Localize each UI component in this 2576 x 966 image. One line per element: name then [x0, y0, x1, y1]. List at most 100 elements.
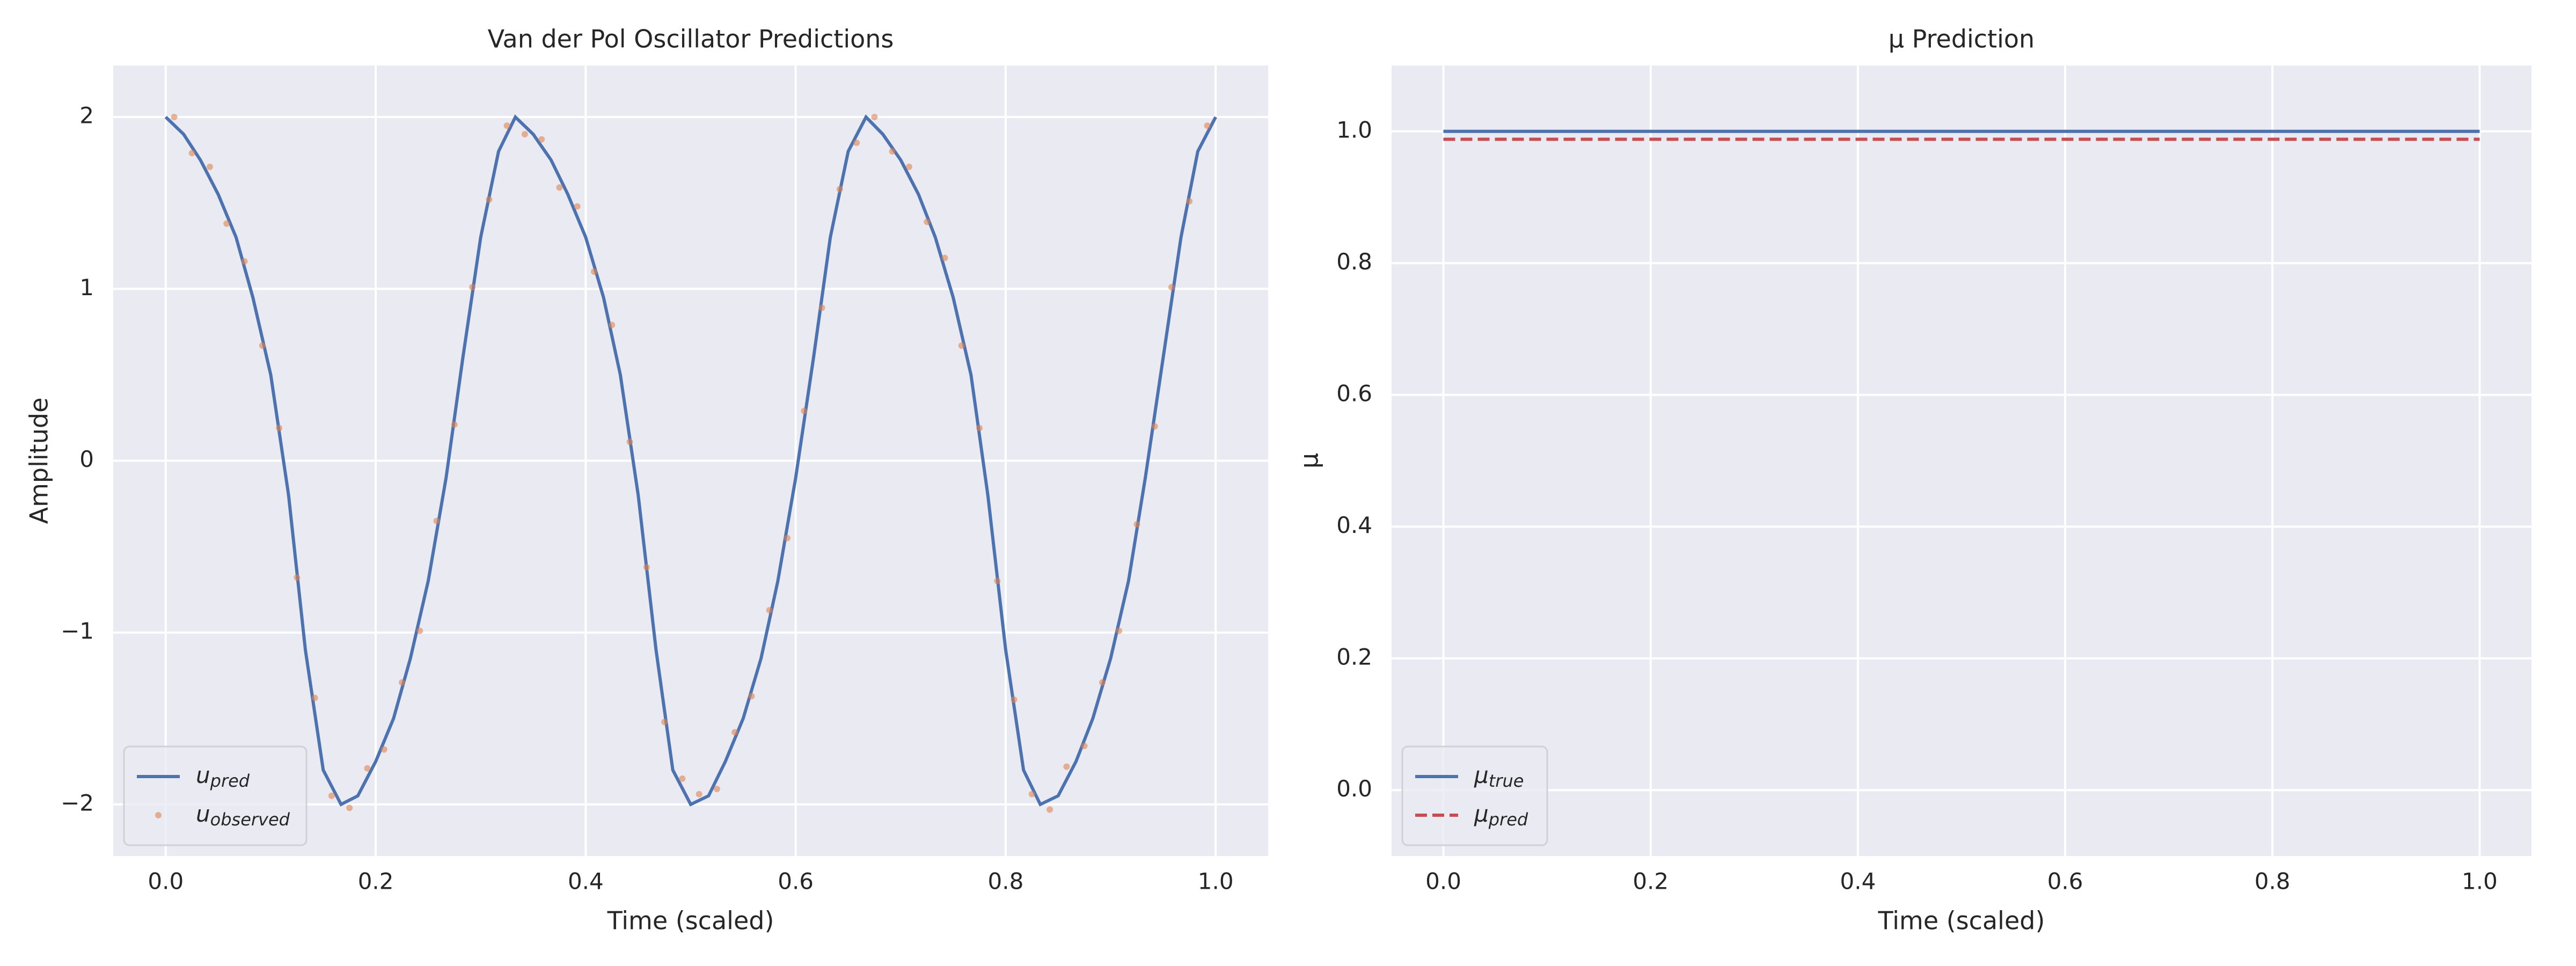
data-point	[679, 775, 686, 782]
data-point	[801, 407, 808, 414]
data-point	[469, 284, 476, 291]
data-point	[433, 517, 440, 524]
legend-marker	[155, 812, 162, 818]
data-point	[836, 186, 843, 193]
data-point	[853, 140, 860, 147]
data-point	[731, 729, 738, 736]
data-point	[574, 203, 581, 210]
data-point	[188, 150, 195, 157]
plot-area	[1392, 65, 2531, 856]
data-point	[976, 425, 983, 431]
x-tick-label: 0.4	[1840, 868, 1876, 895]
y-axis-label: Amplitude	[25, 398, 54, 524]
data-point	[591, 268, 598, 275]
data-point	[871, 114, 878, 121]
x-tick-label: 0.8	[2255, 868, 2290, 895]
data-point	[889, 148, 896, 155]
data-point	[958, 342, 965, 349]
data-point	[1063, 763, 1070, 770]
subplot: 0.0 0.2 0.4 0.6 0.8 1.0 −2 −1 0 1 2 Van der Pol Osc…	[25, 25, 1268, 935]
x-tick-label: 0.6	[2047, 868, 2083, 895]
data-point	[1168, 284, 1175, 291]
y-tick-label: 2	[79, 103, 94, 129]
chart-title: μ Prediction	[1889, 25, 2035, 54]
data-point	[1116, 627, 1123, 634]
legend-label: upred	[196, 762, 250, 792]
series-line	[164, 114, 1217, 807]
data-point	[713, 786, 720, 793]
y-tick-label: 0.4	[1336, 512, 1372, 538]
x-tick-label: 1.0	[2462, 868, 2498, 895]
data-point	[1151, 423, 1158, 430]
data-point	[311, 694, 318, 701]
data-point	[1028, 791, 1035, 797]
y-tick-label: 0.0	[1336, 775, 1372, 802]
data-point	[259, 342, 266, 349]
legend-box	[123, 745, 308, 846]
y-axis-label: μ	[1295, 453, 1324, 469]
legend-label: μpred	[1474, 801, 1528, 830]
data-point	[276, 425, 283, 431]
data-point	[1204, 122, 1211, 129]
data-point	[486, 196, 493, 203]
x-tick-label: 0.2	[358, 868, 394, 895]
data-point	[294, 574, 301, 581]
data-point	[661, 719, 668, 726]
data-point	[380, 746, 387, 753]
chart-title: Van der Pol Oscillator Predictions	[488, 25, 894, 54]
data-point	[521, 131, 528, 138]
y-tick-label: 1	[79, 274, 94, 301]
data-point	[416, 627, 423, 634]
data-point	[399, 679, 405, 686]
data-point	[538, 136, 545, 143]
legend-label: uobserved	[196, 801, 290, 830]
data-point	[609, 321, 616, 328]
x-tick-label: 0.8	[988, 868, 1024, 895]
x-tick-label: 0.6	[778, 868, 814, 895]
data-point	[1081, 743, 1088, 750]
data-point	[696, 791, 702, 797]
data-point	[451, 421, 458, 428]
data-point	[223, 220, 230, 227]
data-point	[941, 254, 948, 261]
data-point	[171, 114, 178, 121]
x-axis-label: Time (scaled)	[1878, 906, 2045, 935]
data-point	[346, 804, 353, 811]
data-point	[643, 564, 650, 571]
data-point	[818, 304, 825, 311]
legend-label: μtrue	[1474, 762, 1524, 792]
data-point	[994, 577, 1001, 584]
y-tick-label: −1	[61, 618, 94, 644]
data-point	[905, 163, 912, 170]
data-point	[503, 122, 510, 129]
data-point	[1099, 679, 1106, 686]
y-tick-label: 0.2	[1336, 643, 1372, 670]
x-tick-label: 0.2	[1633, 868, 1668, 895]
data-point	[328, 792, 335, 799]
y-tick-label: 0.6	[1336, 380, 1372, 406]
x-axis-label: Time (scaled)	[607, 906, 774, 935]
y-tick-label: 0	[79, 446, 94, 472]
data-point	[1011, 696, 1018, 703]
subplot: 0.0 0.2 0.4 0.6 0.8 1.0 0.0 0.2 0.4 0.6 0.8 1.0 μ Pr…	[1295, 25, 2531, 935]
data-point	[626, 438, 633, 445]
data-point	[556, 184, 563, 191]
data-point	[241, 258, 248, 265]
x-tick-label: 0.4	[568, 868, 604, 895]
legend-box	[1401, 745, 1548, 846]
x-tick-label: 0.0	[1425, 868, 1461, 895]
y-tick-label: 0.8	[1336, 248, 1372, 275]
data-point	[1046, 806, 1053, 813]
data-point	[766, 607, 773, 614]
data-point	[1133, 521, 1140, 528]
data-point	[924, 218, 931, 225]
x-tick-label: 0.0	[148, 868, 184, 895]
data-point	[1186, 197, 1193, 204]
x-tick-label: 1.0	[1198, 868, 1234, 895]
data-point	[748, 693, 755, 700]
y-tick-label: 1.0	[1336, 116, 1372, 143]
data-point	[364, 765, 371, 772]
data-point	[784, 535, 791, 541]
y-tick-label: −2	[61, 789, 94, 816]
